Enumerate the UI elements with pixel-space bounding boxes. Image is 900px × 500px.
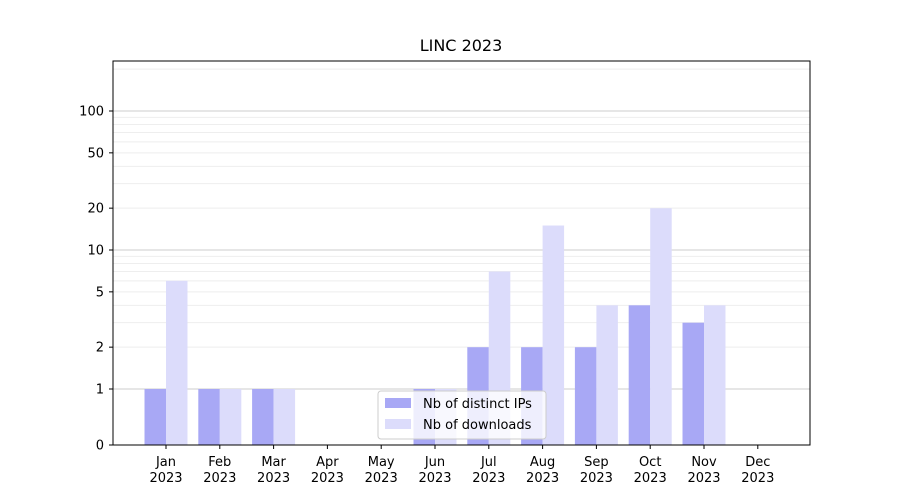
x-tick-label-year: 2023	[580, 471, 613, 486]
bar-distinct-ips-sep	[574, 347, 597, 445]
bar-downloads-aug	[542, 225, 565, 445]
x-tick-label-year: 2023	[741, 471, 774, 486]
bar-downloads-mar	[273, 389, 296, 445]
y-tick-label: 20	[87, 202, 104, 217]
x-tick-label-year: 2023	[203, 471, 236, 486]
x-tick-label-year: 2023	[687, 471, 720, 486]
legend-swatch-distinct-ips	[385, 398, 411, 408]
x-tick-label-month: Oct	[639, 455, 661, 470]
x-tick-label-year: 2023	[365, 471, 398, 486]
x-tick-label-month: Apr	[316, 455, 339, 470]
x-tick-label-month: Jun	[424, 455, 445, 470]
legend-box	[377, 390, 547, 440]
y-tick-label: 5	[96, 285, 104, 300]
y-tick-label: 2	[96, 341, 104, 356]
bar-downloads-oct	[650, 208, 672, 445]
bar-downloads-feb	[219, 389, 242, 445]
x-tick-label-month: Aug	[530, 455, 555, 470]
x-tick-label-year: 2023	[311, 471, 344, 486]
bar-downloads-jan	[166, 280, 188, 445]
x-tick-label-year: 2023	[526, 471, 559, 486]
y-axis: 0 1 2 5 10 20 50 100	[79, 105, 113, 454]
x-tick-label-month: Mar	[261, 455, 286, 470]
x-tick-label-month: May	[368, 455, 395, 470]
bar-downloads-sep	[596, 305, 618, 445]
legend-swatch-downloads	[385, 419, 411, 429]
x-tick-label-month: Jul	[480, 455, 497, 470]
x-tick-label-year: 2023	[472, 471, 505, 486]
bar-downloads-nov	[704, 305, 726, 445]
x-tick-label-month: Nov	[691, 455, 717, 470]
y-tick-label: 0	[96, 439, 104, 454]
grid	[113, 68, 810, 390]
x-tick-label-year: 2023	[634, 471, 667, 486]
y-tick-label: 100	[79, 105, 104, 120]
y-tick-label: 1	[96, 383, 104, 398]
chart-title: LINC 2023	[420, 36, 503, 55]
bar-distinct-ips-feb	[198, 389, 220, 445]
x-axis: Jan2023Feb2023Mar2023Apr2023May2023Jun20…	[149, 445, 774, 486]
plot-frame	[112, 60, 811, 446]
x-tick-label-month: Feb	[208, 455, 231, 470]
bar-distinct-ips-jan	[144, 389, 166, 445]
x-tick-label-month: Jan	[155, 455, 176, 470]
x-tick-label-month: Dec	[745, 455, 770, 470]
legend: Nb of distinct IPs Nb of downloads	[377, 390, 547, 440]
bars	[144, 208, 726, 445]
bar-distinct-ips-nov	[682, 322, 704, 445]
x-tick-label-year: 2023	[149, 471, 182, 486]
y-tick-label: 10	[87, 244, 104, 259]
legend-label-distinct-ips: Nb of distinct IPs	[423, 397, 532, 412]
x-tick-label-year: 2023	[418, 471, 451, 486]
bar-distinct-ips-oct	[628, 305, 651, 445]
x-tick-label-year: 2023	[257, 471, 290, 486]
y-tick-label: 50	[87, 146, 104, 161]
legend-label-downloads: Nb of downloads	[423, 418, 532, 433]
bar-distinct-ips-mar	[252, 389, 274, 445]
x-tick-label-month: Sep	[584, 455, 609, 470]
